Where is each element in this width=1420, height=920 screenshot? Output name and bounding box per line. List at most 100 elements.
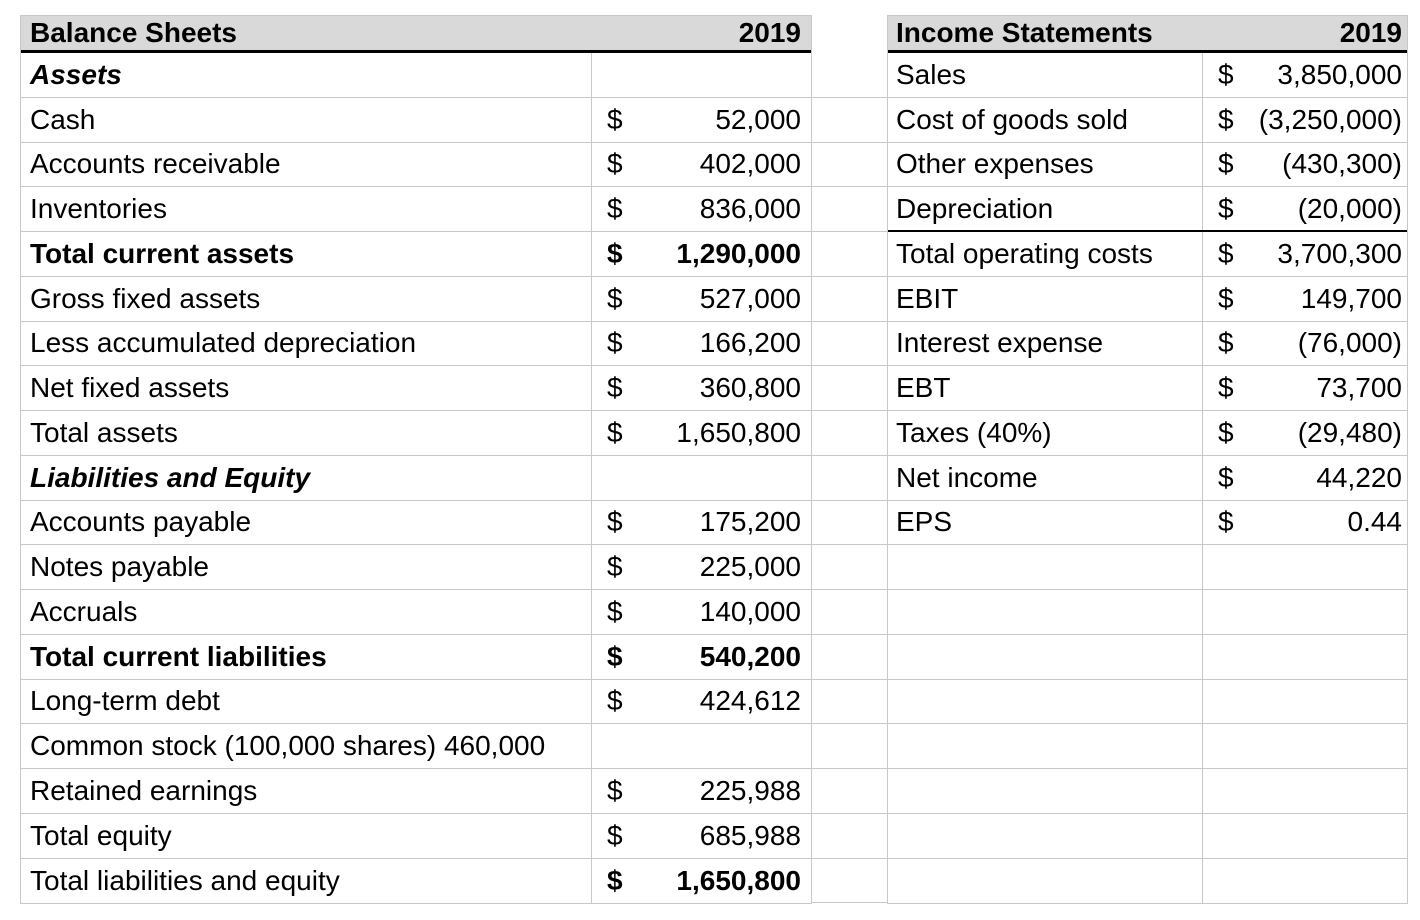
row-value: $ 149,700	[1202, 276, 1407, 321]
row-value: $ (29,480)	[1202, 411, 1407, 455]
row-label: Assets	[30, 58, 122, 90]
table-row: Interest expense $ (76,000)	[888, 321, 1407, 367]
row-label: Total assets	[30, 416, 178, 448]
currency-symbol: $	[607, 148, 623, 180]
row-value: $ (76,000)	[1202, 321, 1407, 366]
table-row: EBT $ 73,700	[888, 366, 1407, 411]
row-value: $ 0.44	[1202, 500, 1407, 545]
row-label: Other expenses	[896, 148, 1094, 180]
row-value: $ 52,000	[591, 97, 811, 142]
row-value	[1202, 769, 1407, 813]
row-value: $ 685,988	[591, 813, 811, 858]
currency-symbol: $	[607, 282, 623, 314]
table-row	[888, 545, 1407, 590]
amount: 149,700	[1300, 282, 1402, 314]
row-value	[1202, 545, 1407, 589]
row-value: $ 44,220	[1202, 455, 1407, 500]
amount: 225,988	[699, 774, 801, 806]
row-label: Notes payable	[30, 551, 210, 583]
gap-cell	[812, 322, 887, 367]
row-label	[888, 814, 1202, 858]
currency-symbol: $	[1218, 461, 1234, 493]
amount: (20,000)	[1297, 192, 1402, 224]
gap-cell	[812, 859, 887, 904]
table-row	[888, 634, 1407, 680]
table-row	[888, 813, 1407, 859]
row-label: EBIT	[896, 282, 959, 314]
gap-cell	[812, 187, 887, 232]
table-row	[888, 858, 1407, 904]
row-value: $ 402,000	[591, 142, 811, 187]
gap-cell	[812, 545, 887, 590]
row-value	[1202, 858, 1407, 904]
row-label	[888, 635, 1202, 679]
table-row: Total current liabilities $ 540,200	[21, 634, 811, 680]
table-row: Gross fixed assets $ 527,000	[21, 276, 811, 322]
gap-cell	[812, 590, 887, 635]
table-row: Cost of goods sold $ (3,250,000)	[888, 97, 1407, 143]
amount: (3,250,000)	[1258, 103, 1402, 135]
balance-sheet-year: 2019	[738, 17, 801, 48]
table-row: Depreciation $ (20,000)	[888, 187, 1407, 232]
row-label: Accounts payable	[30, 506, 252, 538]
amount: (29,480)	[1297, 416, 1402, 448]
currency-symbol: $	[607, 685, 623, 717]
row-value	[1202, 679, 1407, 724]
gap-cell	[812, 366, 887, 411]
table-row: Net fixed assets $ 360,800	[21, 366, 811, 411]
currency-symbol: $	[607, 864, 623, 896]
row-value: $ 225,988	[591, 769, 811, 813]
row-label: EPS	[896, 506, 953, 538]
row-value: $ 836,000	[591, 187, 811, 231]
table-row: Less accumulated depreciation $ 166,200	[21, 321, 811, 367]
amount: 3,700,300	[1277, 237, 1402, 269]
table-row: Accounts payable $ 175,200	[21, 500, 811, 546]
currency-symbol: $	[607, 103, 623, 135]
row-label: Gross fixed assets	[30, 282, 261, 314]
amount: 0.44	[1347, 506, 1403, 538]
amount: 424,612	[699, 685, 801, 717]
row-label	[888, 545, 1202, 589]
currency-symbol: $	[1218, 192, 1234, 224]
currency-symbol: $	[1218, 327, 1234, 359]
amount: (430,300)	[1282, 148, 1402, 180]
row-label: Net income	[896, 461, 1038, 493]
amount: 836,000	[699, 193, 801, 225]
row-value: $ 166,200	[591, 321, 811, 366]
table-row	[888, 679, 1407, 725]
currency-symbol: $	[1218, 416, 1234, 448]
amount: 360,800	[699, 372, 801, 404]
currency-symbol: $	[607, 237, 623, 269]
table-row: Common stock (100,000 shares) 460,000	[21, 724, 811, 769]
row-label: Liabilities and Equity	[30, 461, 311, 493]
currency-symbol: $	[607, 327, 623, 359]
currency-symbol: $	[607, 640, 623, 672]
row-label: Accounts receivable	[30, 148, 281, 180]
row-value: $ 1,650,800	[591, 858, 811, 904]
row-value: $ 3,700,300	[1202, 232, 1407, 276]
table-row: Cash $ 52,000	[21, 97, 811, 143]
row-label: EBT	[896, 372, 951, 404]
row-label: Interest expense	[896, 327, 1104, 359]
amount: 3,850,000	[1277, 58, 1402, 90]
currency-symbol: $	[1218, 103, 1234, 135]
row-value: $ 73,700	[1202, 366, 1407, 410]
row-value	[1202, 590, 1407, 634]
row-value: $ 3,850,000	[1202, 53, 1407, 97]
table-row	[888, 590, 1407, 635]
amount: 402,000	[699, 148, 801, 180]
table-row: Total assets $ 1,650,800	[21, 411, 811, 456]
row-value: $ 1,650,800	[591, 411, 811, 455]
table-row: Accruals $ 140,000	[21, 590, 811, 635]
gap-cell	[812, 456, 887, 501]
row-label: Cash	[30, 103, 96, 135]
currency-symbol: $	[607, 595, 623, 627]
row-value	[591, 724, 811, 768]
row-value: $ 540,200	[591, 634, 811, 679]
currency-symbol: $	[607, 774, 623, 806]
row-label: Taxes (40%)	[896, 416, 1052, 448]
income-statement-title: Income Statements	[896, 17, 1153, 48]
row-label: Total current liabilities	[30, 640, 327, 672]
row-value: $ 424,612	[591, 679, 811, 724]
